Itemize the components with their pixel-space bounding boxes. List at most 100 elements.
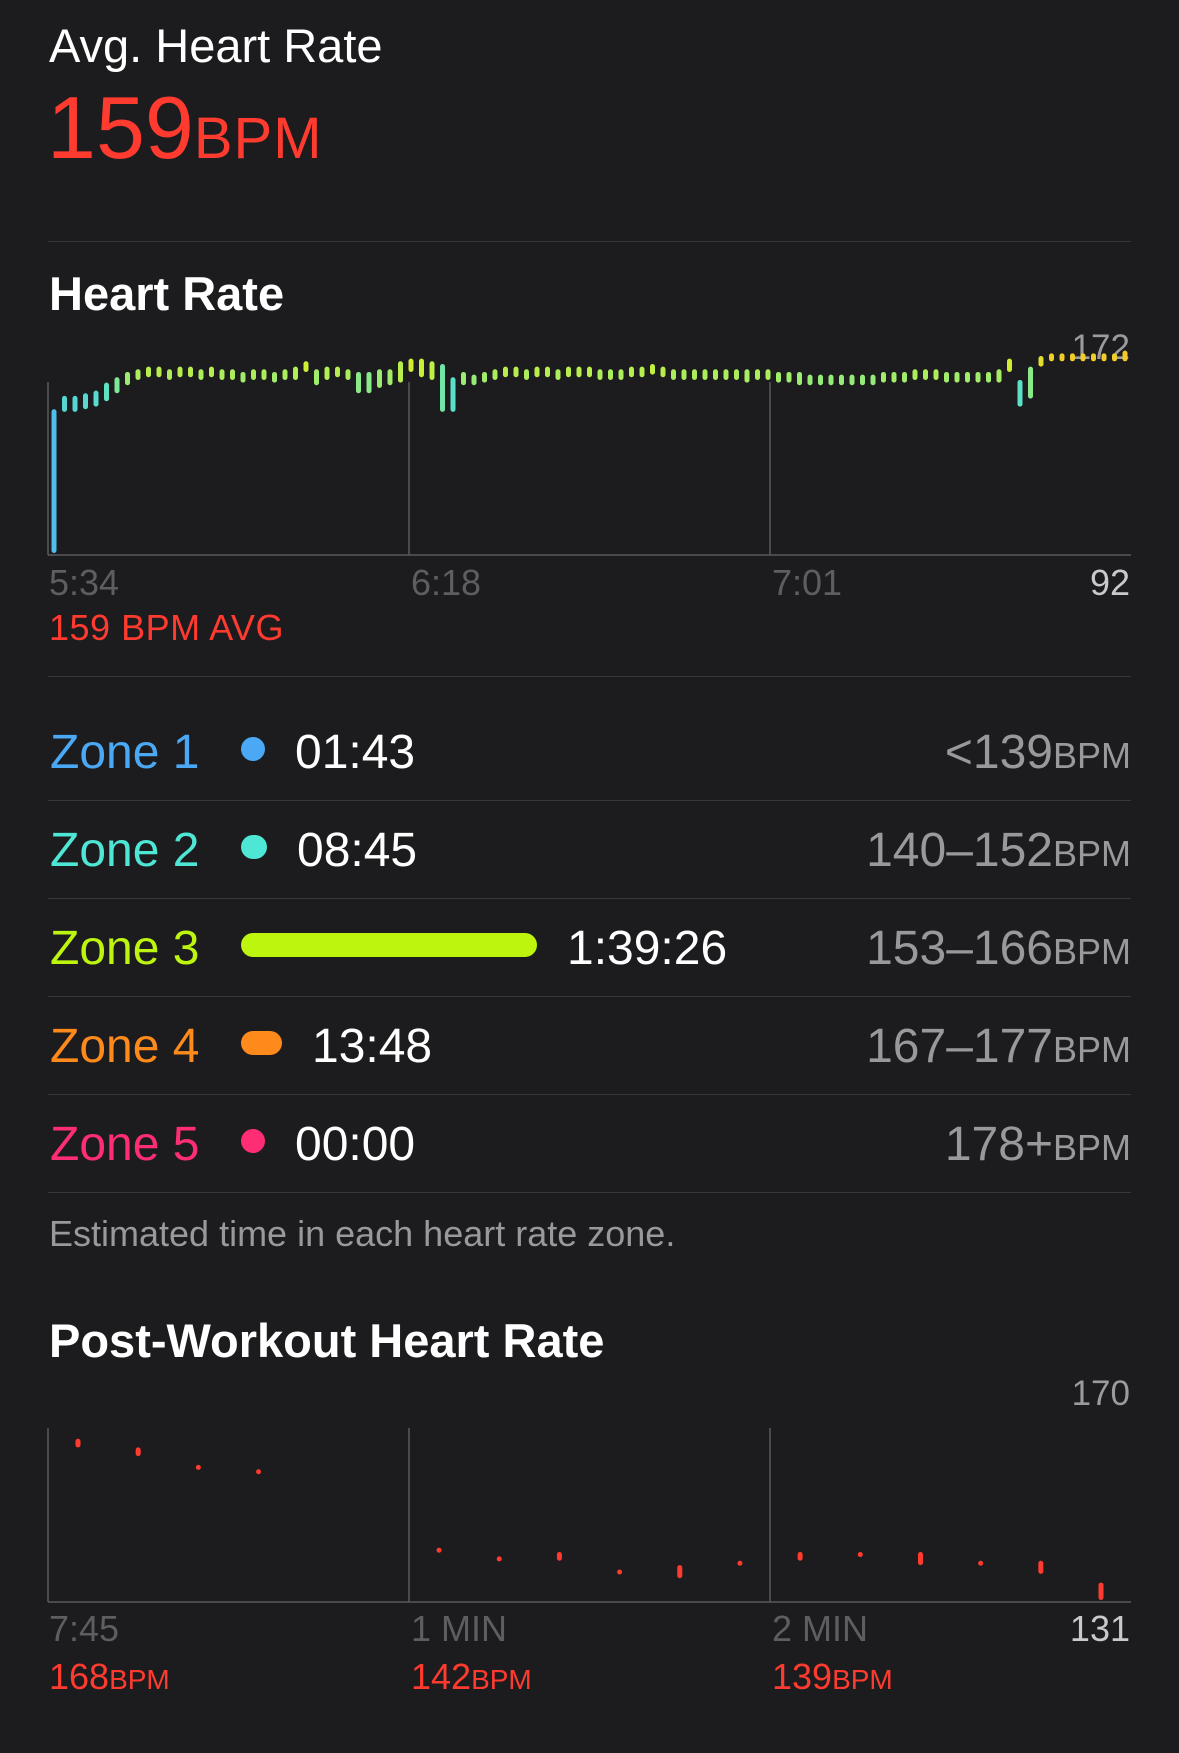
zone-range-unit: BPM (1052, 1029, 1131, 1070)
hr-bar (1070, 353, 1075, 362)
hr-bar (72, 395, 78, 412)
hr-bar (282, 369, 288, 380)
post-value-1: 142BPM (411, 1656, 532, 1698)
divider (48, 898, 1131, 899)
post-hr-point (917, 1552, 923, 1566)
hr-bar (503, 366, 508, 378)
avg-heart-rate-label: Avg. Heart Rate (49, 19, 383, 72)
zone-range-value: <139 (944, 726, 1053, 779)
avg-heart-rate-value: 159BPM (47, 84, 323, 172)
hr-bar (576, 366, 582, 378)
zone-bar (241, 737, 265, 761)
hr-bar (62, 395, 67, 412)
post-value-2: 139BPM (772, 1656, 893, 1698)
hr-bar (671, 369, 676, 380)
post-axis-max: 170 (1071, 1374, 1130, 1413)
hr-bar (188, 366, 193, 378)
hr-bar (303, 361, 309, 372)
hr-bar (1028, 366, 1033, 399)
hr-bar (629, 366, 634, 378)
hr-bar (314, 369, 319, 386)
zone-name: Zone 3 (50, 922, 200, 975)
hr-bar (639, 366, 645, 378)
hr-bar (272, 371, 277, 383)
hr-bar (681, 369, 687, 380)
hr-bar (261, 369, 267, 380)
divider (48, 241, 1131, 242)
zone-range-value: 153–166 (866, 922, 1053, 975)
hr-bar (230, 369, 235, 380)
post-x-tick-2: 2 MIN (772, 1608, 869, 1649)
post-value-unit: BPM (471, 1664, 532, 1695)
hr-bar (1080, 353, 1086, 362)
post-hr-point (737, 1560, 743, 1566)
hr-bar (492, 369, 498, 380)
hr-bar (618, 369, 624, 380)
hr-bar (870, 374, 876, 386)
hr-bar (776, 371, 781, 383)
post-value-number: 139 (772, 1656, 833, 1697)
post-hr-point (135, 1447, 141, 1457)
hr-bar (545, 366, 550, 378)
zone-range-unit: BPM (1052, 1127, 1131, 1168)
hr-bar (860, 374, 865, 386)
hr-bar (587, 366, 592, 378)
avg-heart-rate-unit: BPM (193, 106, 323, 171)
hr-bar (923, 369, 928, 380)
hr-bar (839, 374, 844, 386)
post-hr-point (617, 1569, 623, 1575)
zone-range-unit: BPM (1052, 735, 1131, 776)
zone-range-unit: BPM (1052, 833, 1131, 874)
hr-bar (366, 371, 372, 394)
post-hr-point (978, 1560, 984, 1566)
hr-bar (755, 369, 760, 380)
hr-bar (524, 369, 529, 380)
hr-bar (734, 369, 739, 380)
hr-bar (975, 371, 981, 383)
zone-time: 01:43 (295, 726, 416, 779)
hr-bar (965, 371, 970, 383)
hr-x-tick-1: 6:18 (411, 562, 482, 603)
hr-bar (849, 374, 855, 386)
hr-bar (597, 369, 603, 380)
hr-bar (881, 371, 886, 383)
zone-range: <139BPM (945, 725, 1131, 780)
hr-bar (377, 369, 382, 388)
hr-bar (450, 377, 456, 412)
hr-bar (135, 369, 141, 380)
post-hr-point (556, 1552, 562, 1561)
zone-name: Zone 2 (50, 824, 200, 877)
hr-bar (83, 393, 88, 410)
hr-bar (209, 366, 214, 378)
zone-bar (241, 1129, 265, 1153)
hr-bar (818, 374, 823, 386)
divider (48, 1192, 1131, 1193)
hr-bar (954, 371, 960, 383)
hr-bar (786, 371, 792, 383)
zone-row-5: Zone 5 00:00 178+BPM (48, 1095, 1131, 1193)
hr-bar (471, 374, 477, 386)
hr-x-tick-2: 7:01 (772, 562, 843, 603)
hr-bar (440, 363, 445, 412)
zone-time: 00:00 (295, 1118, 416, 1171)
post-axis-min: 131 (1069, 1608, 1130, 1649)
hr-bar (891, 371, 897, 383)
hr-bar (387, 369, 393, 386)
avg-heart-rate-number: 159 (47, 78, 194, 177)
divider (48, 800, 1131, 801)
hr-bar (702, 369, 708, 380)
hr-bar (345, 369, 351, 380)
zone-bar (241, 933, 537, 957)
hr-bar (555, 369, 561, 380)
hr-bar (482, 371, 487, 383)
divider (48, 996, 1131, 997)
post-hr-point (857, 1552, 863, 1558)
zone-time: 1:39:26 (567, 922, 728, 975)
zone-bar (241, 1031, 282, 1055)
hr-bar (692, 369, 697, 380)
hr-bar (240, 371, 246, 383)
zone-range-unit: BPM (1052, 931, 1131, 972)
zone-range: 153–166BPM (866, 921, 1131, 976)
hr-bar (902, 371, 907, 383)
